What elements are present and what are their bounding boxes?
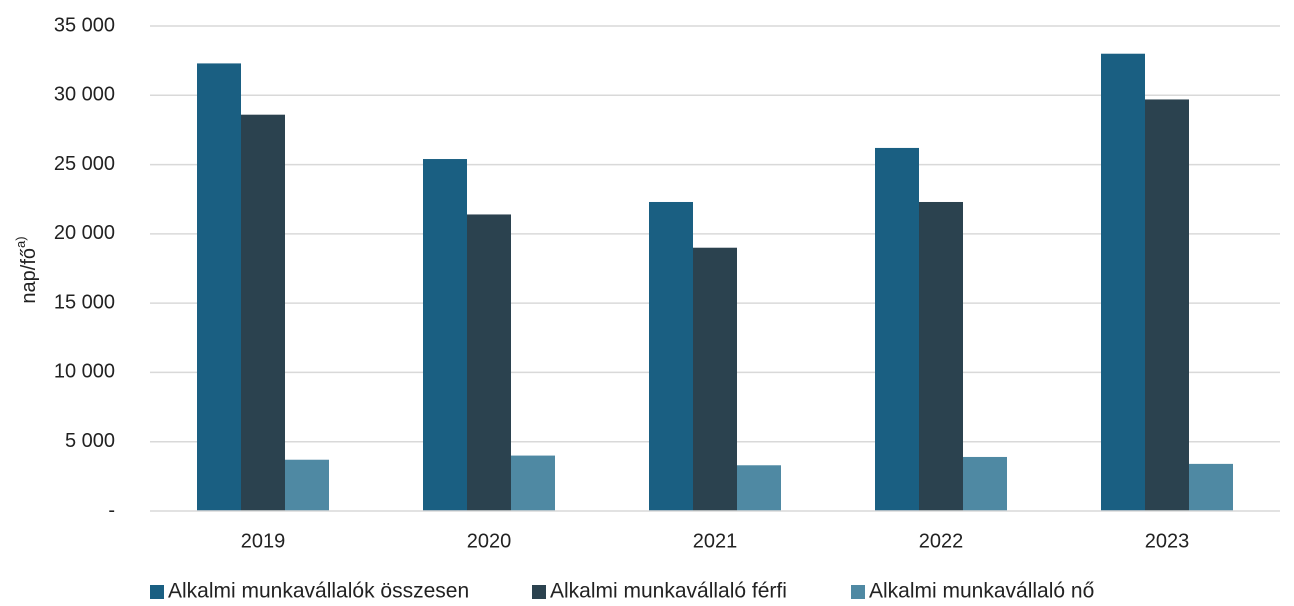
legend-item: Alkalmi munkavállaló férfi	[532, 580, 787, 603]
bar	[241, 114, 285, 511]
bar	[737, 465, 781, 511]
y-tick-label: 30 000	[54, 84, 115, 106]
bar	[649, 201, 693, 511]
y-tick-label: -	[108, 499, 115, 521]
x-tick-label: 2021	[693, 530, 738, 552]
y-tick-label: 15 000	[54, 291, 115, 313]
y-tick-labels: - 5 000 10 000 15 000 20 000 25 000 30 000 35 0…	[54, 14, 115, 521]
bar	[693, 247, 737, 511]
bar	[285, 459, 329, 511]
bar	[1145, 99, 1189, 511]
y-tick-label: 35 000	[54, 14, 115, 36]
legend-label: Alkalmi munkavállalók összesen	[168, 580, 469, 603]
legend-label: Alkalmi munkavállaló férfi	[550, 580, 787, 603]
legend-swatch	[532, 585, 546, 599]
legend-item: Alkalmi munkavállalók összesen	[150, 580, 469, 603]
y-tick-label: 10 000	[54, 361, 115, 383]
legend-swatch	[851, 585, 865, 599]
legend-item: Alkalmi munkavállaló nő	[851, 580, 1094, 603]
bar	[1189, 463, 1233, 511]
bar	[875, 147, 919, 511]
x-tick-label: 2020	[467, 530, 512, 552]
y-axis-title-main: nap/fő	[18, 248, 40, 304]
y-axis-title: nap/főa)	[13, 236, 40, 303]
legend-label: Alkalmi munkavállaló nő	[869, 580, 1094, 603]
x-tick-label: 2023	[1145, 530, 1190, 552]
y-tick-label: 25 000	[54, 153, 115, 175]
bar	[919, 201, 963, 511]
y-tick-label: 5 000	[65, 430, 115, 452]
bar	[423, 159, 467, 511]
x-tick-label: 2019	[241, 530, 286, 552]
x-tick-label: 2022	[919, 530, 964, 552]
x-tick-labels: 2019 2020 2021 2022 2023	[241, 530, 1190, 552]
bar	[511, 455, 555, 511]
bar	[963, 456, 1007, 511]
legend: Alkalmi munkavállalók összesen Alkalmi mu…	[150, 580, 1094, 603]
bar	[467, 214, 511, 511]
bar	[197, 63, 241, 512]
legend-swatch	[150, 585, 164, 599]
bar	[1101, 53, 1145, 511]
y-axis-title-superscript: a)	[13, 236, 28, 248]
y-tick-label: 20 000	[54, 222, 115, 244]
bars	[197, 53, 1233, 512]
